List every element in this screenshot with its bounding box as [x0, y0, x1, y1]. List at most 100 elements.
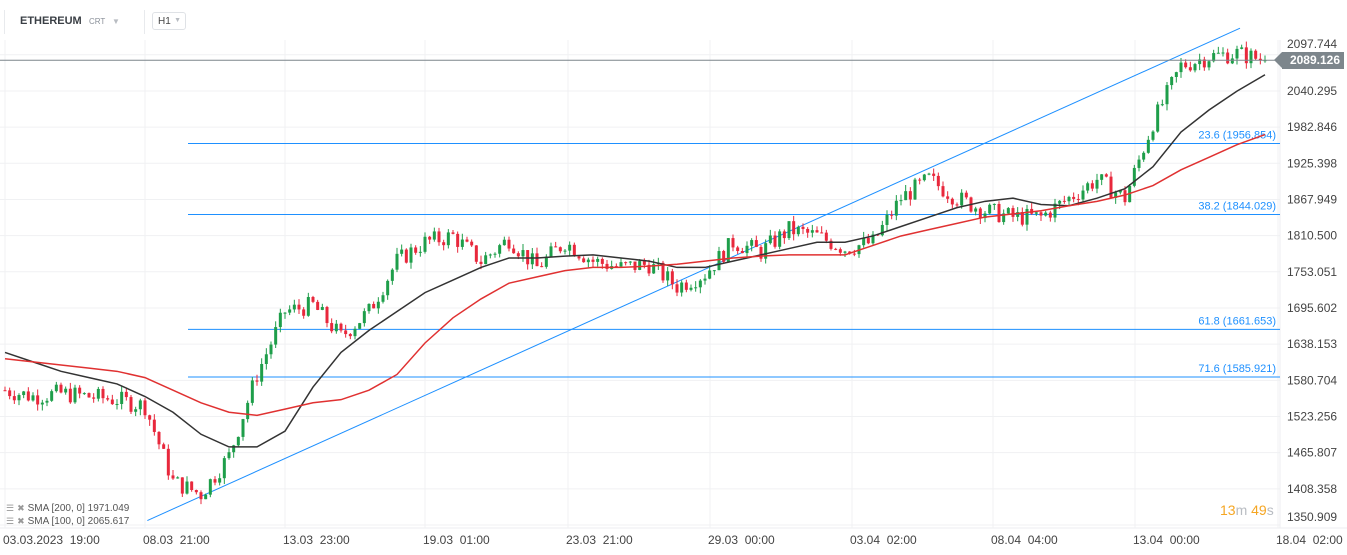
- candle-down: [297, 304, 301, 310]
- y-tick-label: 1465.807: [1287, 446, 1337, 460]
- close-icon[interactable]: ✖: [17, 516, 25, 526]
- candle-down: [1244, 47, 1248, 64]
- candle-down: [684, 282, 688, 290]
- candle-down: [1076, 198, 1080, 200]
- candle-down: [946, 196, 950, 199]
- candle-down: [339, 323, 343, 331]
- market-type[interactable]: CRT: [89, 17, 106, 26]
- x-tick-label: 08.04 04:00: [991, 533, 1058, 547]
- divider: [4, 10, 5, 34]
- settings-icon[interactable]: ☰: [6, 503, 15, 513]
- candle-up: [204, 494, 208, 500]
- candle-up: [17, 395, 21, 401]
- candle-up: [1067, 196, 1071, 202]
- candle-down: [213, 479, 217, 483]
- candle-down: [829, 240, 833, 249]
- close-icon[interactable]: ✖: [17, 503, 25, 513]
- candle-up: [745, 245, 749, 254]
- x-tick-label: 08.03 21:00: [143, 533, 210, 547]
- chevron-down-icon[interactable]: ▼: [112, 17, 120, 26]
- candle-up: [885, 214, 889, 225]
- candle-up: [680, 282, 684, 293]
- candle-up: [1174, 72, 1178, 78]
- candle-up: [502, 239, 506, 246]
- candle-down: [754, 240, 758, 247]
- candle-up: [278, 312, 282, 328]
- candle-up: [708, 270, 712, 279]
- candle-up: [115, 403, 119, 405]
- candle-down: [582, 258, 586, 263]
- candle-down: [1048, 212, 1052, 218]
- candle-down: [166, 448, 170, 476]
- candle-down: [92, 397, 96, 399]
- candle-up: [1160, 104, 1164, 106]
- candle-down: [474, 245, 478, 262]
- candle-down: [773, 235, 777, 247]
- candle-down: [834, 248, 838, 250]
- fib-level-label: 38.2 (1844.029): [1198, 201, 1276, 213]
- candle-up: [1151, 131, 1155, 140]
- candle-up: [208, 479, 212, 495]
- candle-down: [1011, 208, 1015, 217]
- symbol-name[interactable]: ETHEREUM: [20, 15, 82, 27]
- candle-up: [843, 251, 847, 253]
- candle-up: [386, 280, 390, 296]
- y-tick-label: 1982.846: [1287, 120, 1337, 134]
- candle-up: [50, 391, 54, 401]
- x-tick-label: 03.03.2023 19:00: [3, 533, 100, 547]
- candle-up: [922, 174, 926, 181]
- candle-up: [283, 312, 287, 314]
- candle-down: [782, 231, 786, 239]
- candle-up: [1114, 192, 1118, 198]
- candle-up: [1044, 212, 1048, 216]
- candle-up: [288, 309, 292, 313]
- indicator-legend-sma200: ☰ ✖ SMA [200, 0] 1971.049: [6, 502, 129, 515]
- candle-up: [1006, 208, 1010, 214]
- candle-up: [1221, 52, 1225, 54]
- candle-down: [26, 391, 30, 401]
- candle-up: [703, 278, 707, 281]
- candle-up: [992, 203, 996, 205]
- candle-up: [960, 192, 964, 206]
- candle-down: [143, 400, 147, 416]
- candle-up: [460, 239, 464, 247]
- x-tick-label: 29.03 00:00: [708, 533, 775, 547]
- candle-down: [647, 264, 651, 274]
- candle-down: [152, 419, 156, 432]
- candle-countdown: 13m 49s: [1220, 502, 1274, 518]
- candle-down: [190, 481, 194, 491]
- candle-up: [1230, 58, 1234, 64]
- candle-up: [1216, 52, 1220, 54]
- candle-down: [316, 301, 320, 310]
- x-tick-label: 23.03 21:00: [566, 533, 633, 547]
- candle-down: [675, 284, 679, 293]
- settings-icon[interactable]: ☰: [6, 516, 15, 526]
- candle-up: [689, 287, 693, 290]
- candle-up: [666, 271, 670, 281]
- candle-down: [722, 251, 726, 262]
- candle-up: [652, 264, 656, 274]
- candle-up: [353, 328, 357, 337]
- candle-up: [432, 231, 436, 240]
- candle-up: [446, 232, 450, 246]
- candle-down: [540, 266, 544, 268]
- candle-up: [1165, 85, 1169, 105]
- candle-down: [577, 256, 581, 259]
- candle-down: [614, 266, 618, 268]
- candle-down: [1090, 183, 1094, 189]
- candle-down: [344, 330, 348, 335]
- candle-down: [68, 388, 72, 403]
- candle-down: [194, 490, 198, 493]
- candle-down: [470, 241, 474, 246]
- timer-seconds-unit: s: [1266, 502, 1274, 518]
- candle-up: [138, 400, 142, 410]
- timer-seconds: 49: [1251, 502, 1267, 518]
- fib-level-label: 61.8 (1661.653): [1198, 315, 1276, 327]
- chart-header: ETHEREUM CRT ▼ H1 ▼: [0, 0, 1347, 40]
- timeframe-select[interactable]: H1 ▼: [152, 12, 186, 30]
- candle-up: [185, 481, 189, 494]
- candle-up: [880, 224, 884, 236]
- candle-down: [451, 232, 455, 234]
- candle-down: [535, 253, 539, 267]
